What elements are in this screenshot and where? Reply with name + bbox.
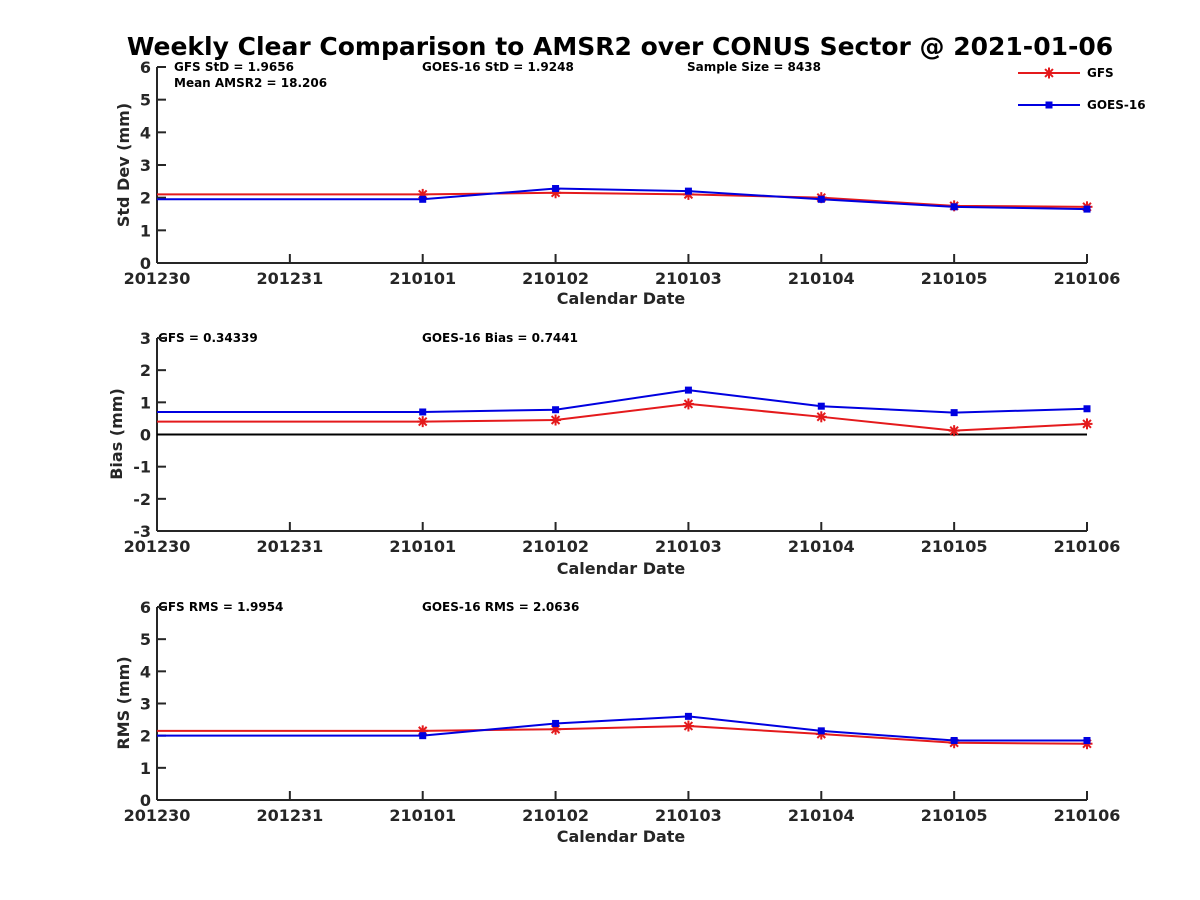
x-axis-label: Calendar Date (557, 289, 686, 308)
data-point-goes16 (1083, 736, 1091, 744)
data-point-goes16 (419, 732, 427, 740)
x-tick-label: 210101 (389, 806, 456, 825)
y-tick-label: 2 (140, 189, 151, 208)
data-point-goes16 (552, 406, 560, 414)
x-tick-label: 210104 (788, 269, 855, 288)
y-tick-label: 1 (140, 759, 151, 778)
data-point-goes16 (684, 712, 692, 720)
y-axis-label: Std Dev (mm) (114, 103, 133, 227)
y-tick-label: 6 (140, 598, 151, 617)
data-point-goes16 (684, 187, 692, 195)
x-tick-label: 210101 (389, 269, 456, 288)
data-point-gfs (550, 414, 562, 426)
data-point-goes16 (552, 719, 560, 727)
panel-annotation-gfs-bias: GFS = 0.34339 (158, 331, 258, 345)
series-line-goes16 (157, 389, 1088, 414)
legend-asterisk (1043, 67, 1055, 79)
data-point-goes16 (950, 409, 958, 417)
x-tick-label: 210106 (1054, 806, 1121, 825)
panel-annotation-gfs-std: GFS StD = 1.9656 (174, 60, 294, 74)
data-point-gfs (682, 398, 694, 410)
x-tick-label: 210106 (1054, 269, 1121, 288)
x-axis-label: Calendar Date (557, 827, 686, 846)
x-tick-label: 210102 (522, 269, 589, 288)
y-tick-label: 3 (140, 329, 151, 348)
data-point-goes16 (1083, 405, 1091, 413)
x-tick-label: 210103 (655, 537, 722, 556)
rms-panel: GFS RMS = 1.9954 GOES-16 RMS = 2.0636 RM… (114, 598, 1120, 846)
y-tick-label: 5 (140, 91, 151, 110)
x-tick-label: 210105 (921, 537, 988, 556)
panel-annotation-goes-rms: GOES-16 RMS = 2.0636 (422, 600, 579, 614)
std-dev-panel: GFS StD = 1.9656 GOES-16 StD = 1.9248 Sa… (114, 58, 1120, 308)
legend-marker-gfs (1043, 67, 1055, 79)
x-tick-label: 201231 (256, 806, 323, 825)
legend-square (1045, 101, 1053, 109)
data-point-goes16 (817, 727, 825, 735)
y-tick-label: -3 (133, 522, 151, 541)
x-tick-label: 210106 (1054, 537, 1121, 556)
y-tick-label: 0 (140, 426, 151, 445)
y-tick-label: -1 (133, 458, 151, 477)
data-point-goes16 (950, 736, 958, 744)
panel-annotation-mean-amsr2: Mean AMSR2 = 18.206 (174, 76, 327, 90)
y-tick-label: 5 (140, 630, 151, 649)
data-point-goes16 (1083, 205, 1091, 213)
data-point-gfs (948, 425, 960, 437)
x-tick-label: 201230 (124, 269, 191, 288)
y-tick-label: 2 (140, 727, 151, 746)
panel-annotation-goes-bias: GOES-16 Bias = 0.7441 (422, 331, 578, 345)
y-tick-label: 1 (140, 221, 151, 240)
panel-annotation-gfs-rms: GFS RMS = 1.9954 (158, 600, 283, 614)
y-tick-label: 6 (140, 58, 151, 77)
y-tick-label: 1 (140, 393, 151, 412)
legend-label-goes16: GOES-16 (1087, 98, 1146, 112)
x-axis-label: Calendar Date (557, 559, 686, 578)
bias-panel: GFS = 0.34339 GOES-16 Bias = 0.7441 Bias… (107, 329, 1120, 578)
legend-label-gfs: GFS (1087, 66, 1114, 80)
data-point-goes16 (817, 195, 825, 203)
x-tick-label: 210104 (788, 537, 855, 556)
y-tick-label: 3 (140, 156, 151, 175)
chart-title: Weekly Clear Comparison to AMSR2 over CO… (127, 32, 1113, 61)
panel-annotation-sample-size: Sample Size = 8438 (687, 60, 821, 74)
data-point-goes16 (419, 195, 427, 203)
y-tick-label: 4 (140, 662, 151, 681)
y-axis-label: Bias (mm) (107, 388, 126, 480)
data-point-gfs (1081, 418, 1093, 430)
series-line-goes16 (157, 187, 1088, 211)
y-tick-label: 0 (140, 791, 151, 810)
x-tick-label: 210103 (655, 269, 722, 288)
y-tick-label: -2 (133, 490, 151, 509)
y-tick-label: 2 (140, 361, 151, 380)
legend-marker-goes16 (1045, 101, 1053, 109)
data-point-goes16 (950, 203, 958, 211)
x-tick-label: 201230 (124, 806, 191, 825)
data-point-goes16 (817, 402, 825, 410)
x-tick-label: 210102 (522, 537, 589, 556)
series-line-gfs (157, 402, 1088, 432)
x-tick-label: 210104 (788, 806, 855, 825)
x-tick-label: 210105 (921, 806, 988, 825)
data-point-gfs (682, 720, 694, 732)
x-tick-label: 201231 (256, 537, 323, 556)
x-tick-label: 210102 (522, 806, 589, 825)
x-tick-label: 210103 (655, 806, 722, 825)
x-tick-label: 210105 (921, 269, 988, 288)
x-tick-label: 201231 (256, 269, 323, 288)
y-tick-label: 0 (140, 254, 151, 273)
data-point-gfs (815, 411, 827, 423)
data-point-goes16 (419, 408, 427, 416)
y-tick-label: 4 (140, 123, 151, 142)
legend: GFS GOES-16 (1018, 66, 1146, 112)
y-axis-label: RMS (mm) (114, 656, 133, 749)
panel-annotation-goes-std: GOES-16 StD = 1.9248 (422, 60, 574, 74)
data-point-gfs (417, 416, 429, 428)
data-point-goes16 (552, 185, 560, 193)
x-tick-label: 210101 (389, 537, 456, 556)
x-tick-label: 201230 (124, 537, 191, 556)
data-point-goes16 (684, 386, 692, 394)
y-tick-label: 3 (140, 695, 151, 714)
